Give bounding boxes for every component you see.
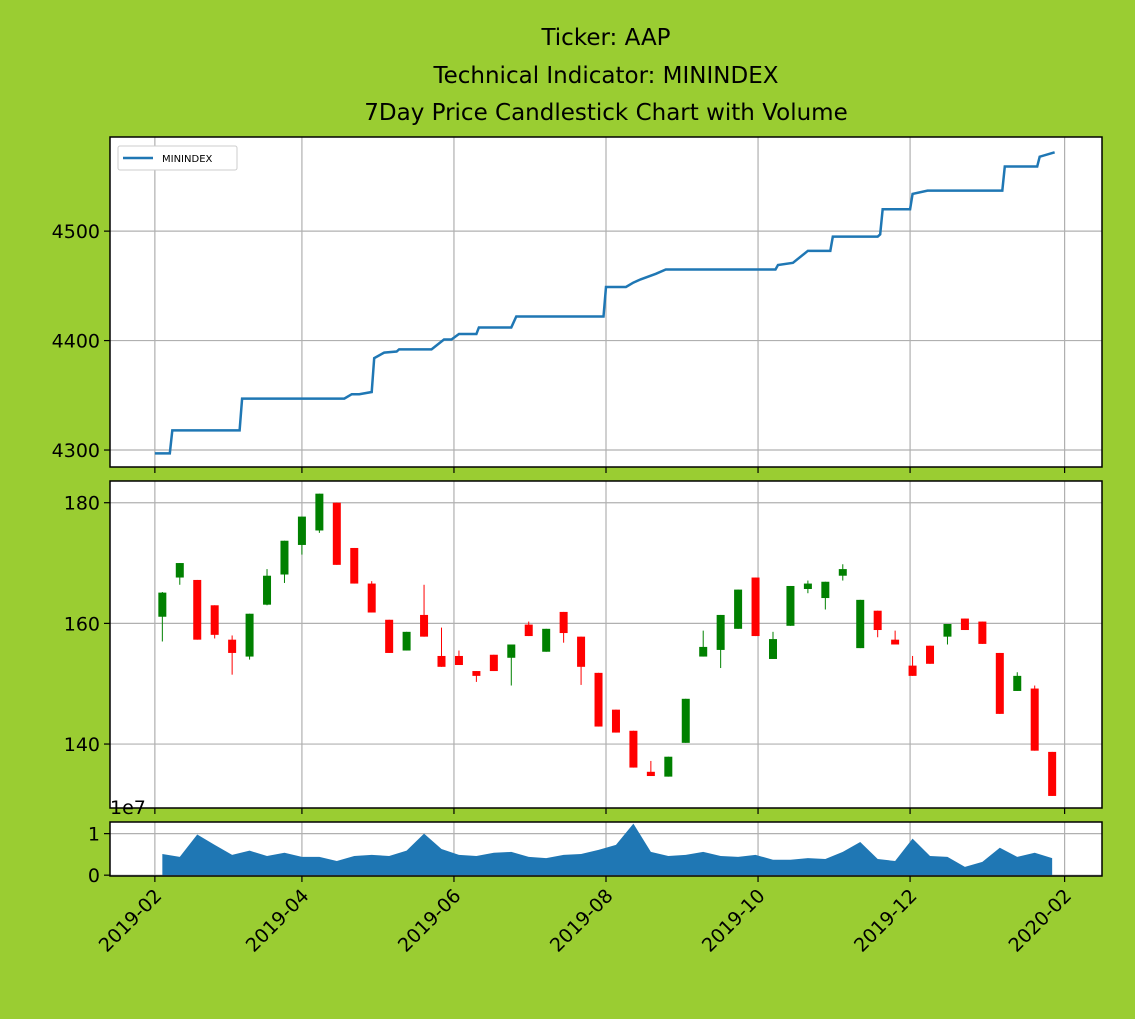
candle-body (943, 623, 952, 637)
candle-body (315, 493, 324, 531)
candle-body (751, 577, 760, 637)
chart-title: Technical Indicator: MININDEX (432, 63, 778, 89)
candle-body (245, 613, 254, 657)
candle-body (367, 583, 376, 613)
candle-body (629, 730, 638, 768)
candle-body (926, 645, 935, 664)
candle-body (542, 628, 551, 652)
chart-title: 7Day Price Candlestick Chart with Volume (364, 100, 847, 126)
offset-label: 1e7 (110, 797, 146, 819)
candle-body (646, 771, 655, 777)
volume-area (162, 823, 1053, 876)
candle-body (559, 611, 568, 634)
legend-label: MININDEX (162, 154, 213, 165)
candle-body (1048, 751, 1057, 796)
candle-body (402, 631, 411, 651)
candle-body (891, 639, 900, 645)
candle-body (420, 614, 429, 637)
x-tick-label: 2019-02 (95, 885, 167, 957)
candle-body (472, 671, 481, 676)
plot-frame (109, 480, 1103, 809)
candle-body (524, 624, 533, 637)
y-tick-label: 4300 (52, 440, 100, 462)
y-tick-label: 1 (88, 824, 100, 846)
candle-body (594, 672, 603, 727)
plot-frame (109, 136, 1103, 468)
candle-body (611, 709, 620, 733)
x-tick-label: 2019-10 (698, 885, 770, 957)
candle-body (1013, 675, 1022, 691)
legend: MININDEX (117, 145, 238, 171)
candle-body (978, 621, 987, 644)
candle-body (768, 639, 777, 659)
y-tick-label: 160 (64, 613, 100, 635)
y-tick-label: 0 (88, 865, 100, 887)
y-tick-label: 4400 (52, 331, 100, 353)
candle-body (734, 589, 743, 629)
candle-body (960, 618, 969, 631)
candle-body (577, 636, 586, 667)
candle-body (908, 665, 917, 676)
candle-body (210, 605, 219, 635)
candle-body (507, 644, 516, 658)
candle-body (297, 516, 306, 545)
x-tick-label: 2019-04 (242, 885, 314, 957)
candle-body (437, 655, 446, 667)
candle-body (699, 646, 708, 657)
candle-body (821, 581, 830, 599)
y-tick-label: 4500 (52, 221, 100, 243)
x-tick-label: 2019-08 (546, 885, 618, 957)
x-tick-label: 2020-02 (1004, 885, 1076, 957)
candle-body (489, 654, 498, 672)
candle-body (856, 599, 865, 649)
chart-title: Ticker: AAP (540, 25, 670, 51)
line-series (154, 151, 1055, 455)
candle-body (1030, 688, 1039, 751)
candle-body (838, 569, 847, 576)
candle-body (873, 610, 882, 631)
candle-body (193, 579, 202, 640)
candle-body (716, 614, 725, 650)
candle-body (664, 756, 673, 777)
y-tick-label: 180 (64, 493, 100, 515)
plot-frame (109, 821, 1103, 877)
candle-body (681, 698, 690, 743)
candle-body (350, 547, 359, 584)
candle-body (995, 652, 1004, 714)
candle-body (332, 502, 341, 565)
candle-body (228, 639, 237, 653)
candle-body (803, 583, 812, 589)
candle-body (158, 592, 167, 617)
candle-body (280, 540, 289, 575)
candle-body (263, 575, 272, 605)
x-tick-label: 2019-12 (850, 885, 922, 957)
x-tick-label: 2019-06 (394, 885, 466, 957)
candle-body (175, 563, 184, 578)
candle-body (454, 655, 463, 666)
candle-body (385, 619, 394, 653)
candle-body (786, 585, 795, 626)
y-tick-label: 140 (64, 734, 100, 756)
legend-box (117, 145, 238, 171)
